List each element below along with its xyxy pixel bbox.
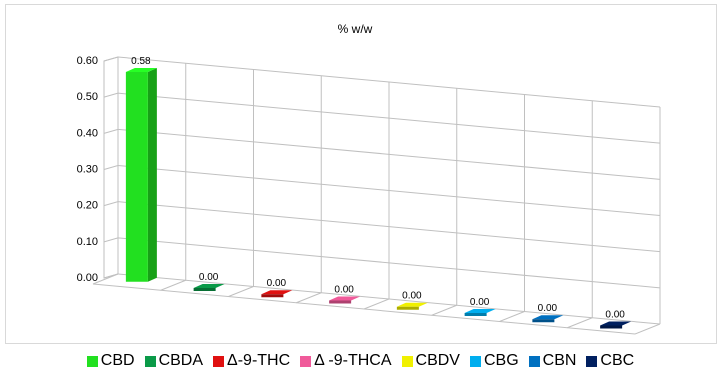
legend-item: CBDV bbox=[401, 352, 460, 370]
bar-cbg-edge bbox=[464, 312, 487, 316]
y-tick-label: 0.00 bbox=[77, 272, 98, 284]
legend-swatch bbox=[86, 355, 98, 367]
bar-cbd-side bbox=[147, 67, 157, 282]
floor-line bbox=[228, 286, 254, 297]
floor-line bbox=[296, 292, 322, 304]
bar-cbda bbox=[193, 283, 225, 288]
bar--9-thc bbox=[261, 290, 293, 295]
gridline-y-side bbox=[103, 92, 119, 98]
legend-swatch bbox=[586, 355, 598, 367]
legend-swatch bbox=[300, 355, 312, 367]
data-label: 0.00 bbox=[334, 284, 354, 295]
legend-swatch bbox=[528, 355, 540, 367]
floor-front-edge bbox=[92, 283, 636, 335]
data-label: 0.58 bbox=[131, 56, 151, 67]
legend-item: CBN bbox=[528, 352, 577, 370]
data-label: 0.00 bbox=[402, 291, 422, 302]
bar-cbd bbox=[125, 71, 148, 282]
legend-item: Δ -9-THCA bbox=[300, 352, 392, 370]
legend-label: Δ -9-THCA bbox=[314, 352, 392, 369]
legend-label: CBG bbox=[483, 352, 519, 369]
gridline-y-side bbox=[103, 56, 119, 62]
legend-label: CBD bbox=[100, 352, 135, 369]
bar-cbd-top bbox=[125, 67, 157, 72]
data-label: 0.00 bbox=[470, 297, 490, 308]
bar-cbdv bbox=[396, 302, 428, 307]
bar-cbdv-edge bbox=[396, 306, 419, 310]
gridline-y-side bbox=[103, 128, 119, 134]
legend-label: CBC bbox=[600, 352, 635, 369]
bar-cbn-edge bbox=[532, 319, 555, 323]
bar-cbda-edge bbox=[193, 287, 216, 291]
floor-line bbox=[499, 311, 525, 322]
gridline-y-side bbox=[103, 201, 119, 207]
floor-line bbox=[567, 317, 593, 329]
legend-swatch bbox=[401, 355, 413, 367]
legend-swatch bbox=[213, 355, 225, 367]
bar--9-thc-edge bbox=[261, 294, 284, 298]
data-label: 0.00 bbox=[267, 278, 287, 289]
chart-plot: 0.00 0.10 0.20 0.30 0.40 0.50 0.60 % w/w 0.58 0.0… bbox=[77, 22, 661, 335]
floor-line bbox=[363, 298, 390, 310]
floor-line bbox=[634, 323, 661, 335]
legend-swatch bbox=[144, 355, 156, 367]
bar--9-thca bbox=[329, 296, 361, 301]
gridline-y-side bbox=[103, 237, 119, 243]
legend-label: CBDA bbox=[158, 352, 204, 369]
y-tick-label: 0.30 bbox=[77, 164, 98, 176]
legend-label: CBDV bbox=[415, 352, 460, 369]
y-tick-label: 0.60 bbox=[77, 55, 98, 67]
bar-cbc-edge bbox=[600, 325, 623, 329]
legend-item: CBD bbox=[86, 352, 135, 370]
y-tick-label: 0.50 bbox=[77, 91, 98, 103]
legend-item: Δ-9-THC bbox=[213, 352, 290, 370]
legend-item: CBG bbox=[469, 352, 519, 370]
legend-swatch bbox=[469, 355, 481, 367]
y-tick-label: 0.10 bbox=[77, 236, 98, 248]
y-tick-label: 0.40 bbox=[77, 127, 98, 139]
data-label: 0.00 bbox=[199, 272, 219, 283]
y-tick-label: 0.20 bbox=[77, 200, 98, 212]
legend-label: Δ-9-THC bbox=[227, 352, 291, 369]
legend-item: CBDA bbox=[144, 352, 204, 370]
floor-line bbox=[160, 279, 186, 291]
data-label: 0.00 bbox=[538, 303, 558, 314]
floor-line bbox=[431, 304, 457, 316]
legend-item: CBC bbox=[586, 352, 634, 370]
bar-cbc bbox=[600, 321, 632, 326]
bar-cbg bbox=[464, 308, 496, 313]
legend-label: CBN bbox=[542, 352, 577, 369]
legend: CBD CBDA Δ-9-THC Δ -9-THCA CBDV CBG CBN CBC bbox=[0, 346, 721, 376]
gridline-y-side bbox=[103, 165, 119, 170]
floor-line bbox=[92, 273, 119, 285]
chart-title: % w/w bbox=[338, 22, 373, 36]
bar-cbn bbox=[532, 315, 564, 320]
data-label: 0.00 bbox=[605, 309, 625, 320]
bar--9-thca-edge bbox=[329, 300, 352, 304]
